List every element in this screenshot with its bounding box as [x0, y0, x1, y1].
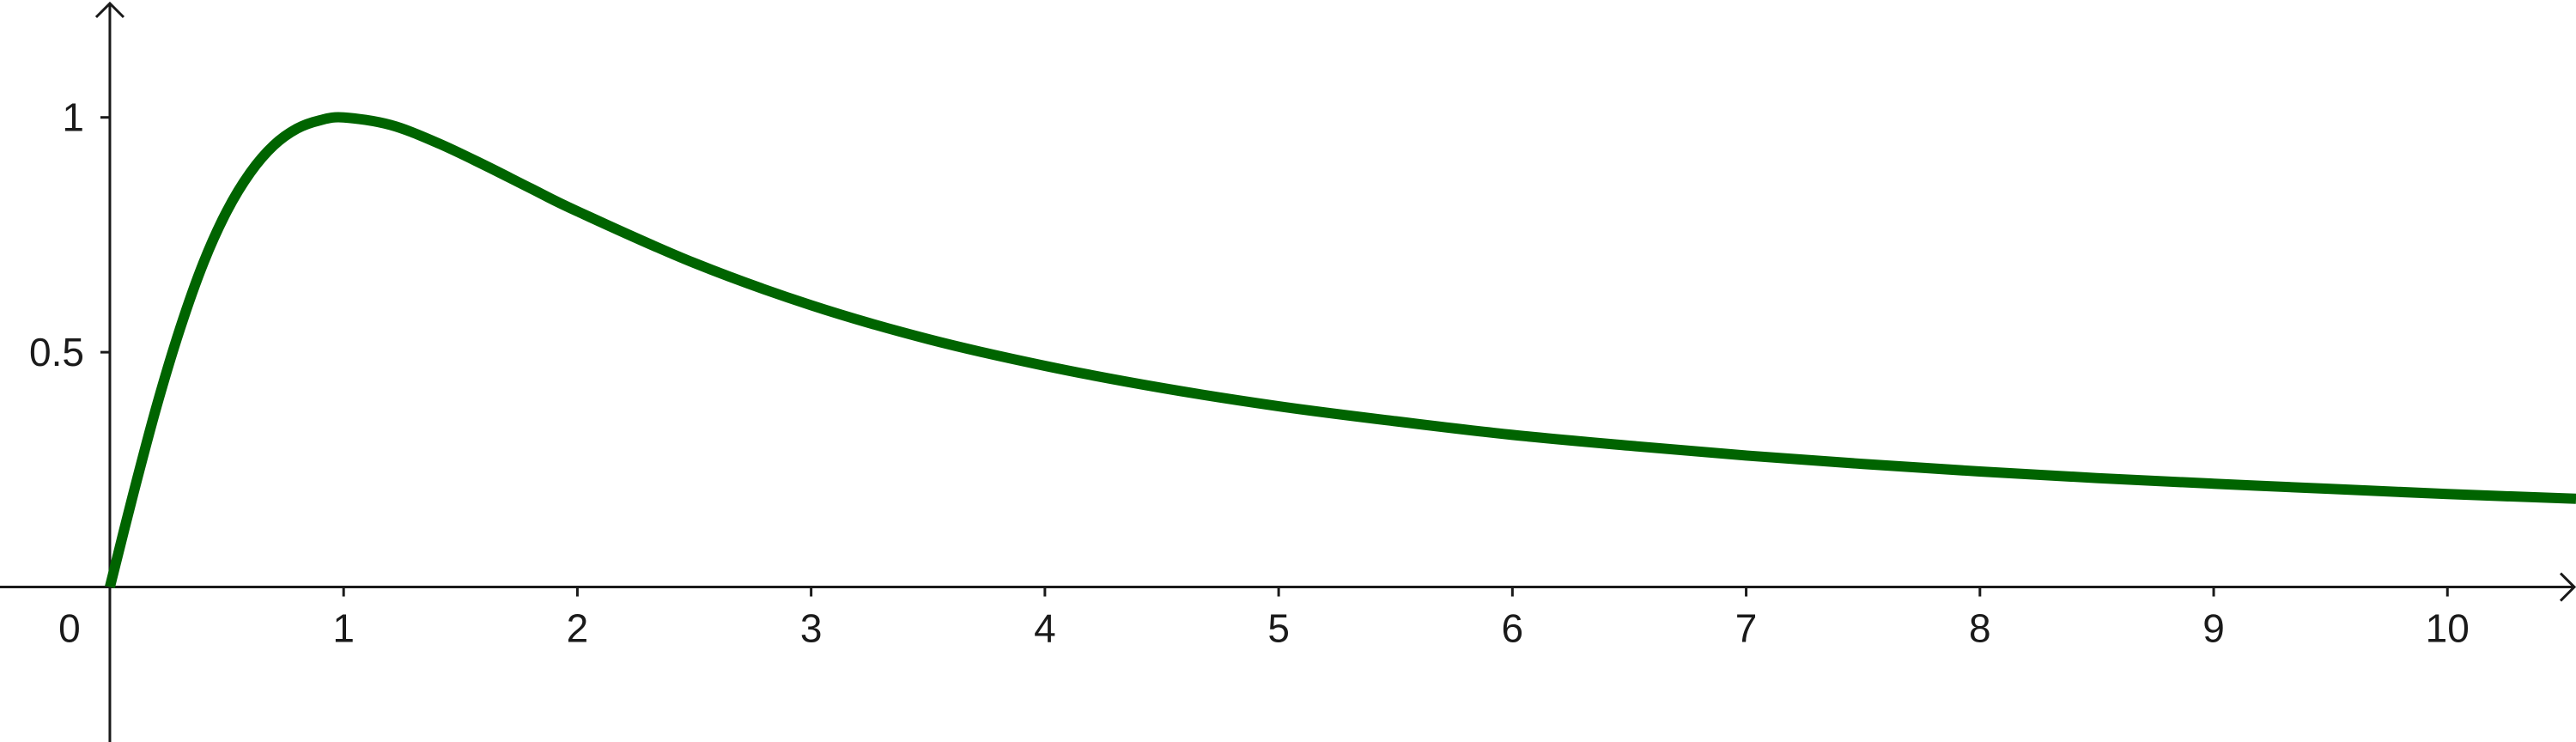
y-tick-label: 1	[62, 95, 84, 140]
x-tick-label: 8	[1969, 606, 1991, 651]
origin-label: 0	[58, 606, 81, 651]
series-line	[105, 112, 2576, 589]
x-tick-label: 6	[1502, 606, 1524, 651]
x-tick-label: 10	[2426, 606, 2470, 651]
series-group	[105, 112, 2576, 589]
x-tick-label: 4	[1034, 606, 1056, 651]
x-tick-label: 1	[332, 606, 355, 651]
x-tick-label: 7	[1735, 606, 1758, 651]
x-ticks: 1 2 3 4 5 6 7 8 9 10	[332, 587, 2470, 651]
x-tick-label: 3	[800, 606, 823, 651]
x-tick-label: 9	[2202, 606, 2225, 651]
x-tick-label: 2	[567, 606, 589, 651]
x-axis-arrow-icon	[2559, 572, 2576, 602]
x-tick-label: 5	[1267, 606, 1290, 651]
y-tick-label: 0.5	[29, 330, 84, 374]
y-ticks: 0.51	[29, 95, 110, 374]
y-axis-arrow-icon	[94, 1, 125, 19]
